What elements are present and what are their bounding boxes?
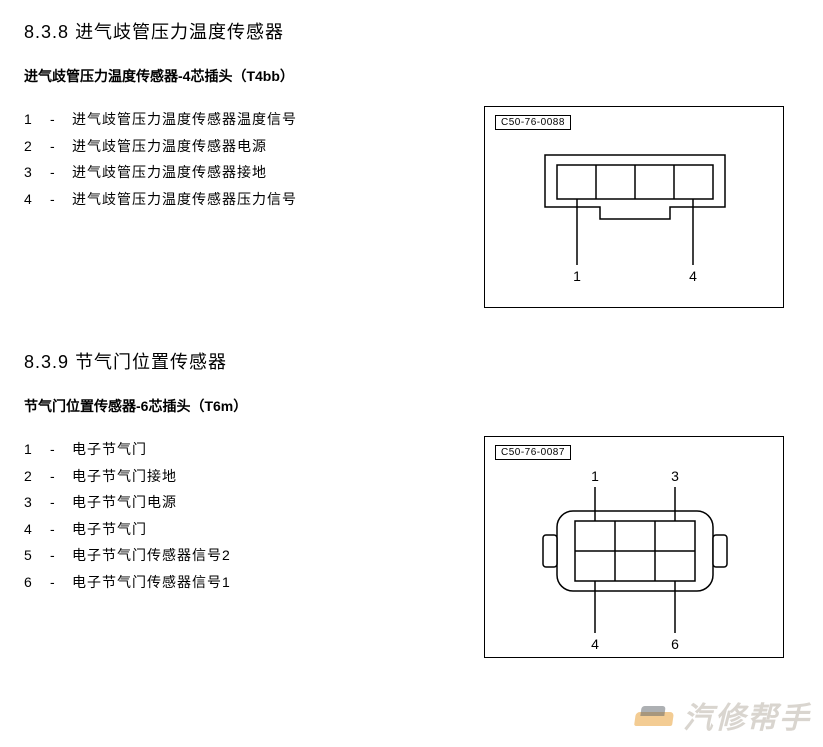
watermark: 汽修帮手 [633, 693, 811, 737]
pin-label: 进气歧管压力温度传感器温度信号 [72, 106, 454, 133]
pin-list: 1-电子节气门 2-电子节气门接地 3-电子节气门电源 4-电子节气门 5-电子… [24, 436, 454, 596]
pin-label: 电子节气门接地 [72, 463, 454, 490]
list-item: 4-电子节气门 [24, 516, 454, 543]
list-item: 4-进气歧管压力温度传感器压力信号 [24, 186, 454, 213]
list-item: 5-电子节气门传感器信号2 [24, 542, 454, 569]
section-heading: 8.3.9 节气门位置传感器 [24, 348, 799, 374]
list-item: 1-进气歧管压力温度传感器温度信号 [24, 106, 454, 133]
list-item: 6-电子节气门传感器信号1 [24, 569, 454, 596]
diagram-pin-label: 6 [671, 636, 679, 652]
pin-number: 3 [24, 159, 50, 186]
dash: - [50, 186, 72, 213]
diagram-pin-label: 3 [671, 468, 679, 484]
pin-label: 进气歧管压力温度传感器接地 [72, 159, 454, 186]
list-item: 2-电子节气门接地 [24, 463, 454, 490]
dash: - [50, 106, 72, 133]
section-839: 8.3.9 节气门位置传感器 节气门位置传感器-6芯插头（T6m） 1-电子节气… [24, 348, 799, 658]
pin-number: 5 [24, 542, 50, 569]
diagram-pin-label: 1 [573, 268, 581, 284]
section-number: 8.3.9 [24, 352, 69, 372]
sub-heading: 进气歧管压力温度传感器-4芯插头（T4bb） [24, 66, 799, 86]
dash: - [50, 463, 72, 490]
dash: - [50, 436, 72, 463]
pin-number: 4 [24, 186, 50, 213]
list-item: 3-电子节气门电源 [24, 489, 454, 516]
pin-label: 进气歧管压力温度传感器压力信号 [72, 186, 454, 213]
sub-heading-prefix: 进气歧管压力温度传感器 [24, 68, 178, 84]
dash: - [50, 489, 72, 516]
pin-label: 进气歧管压力温度传感器电源 [72, 133, 454, 160]
dash: - [50, 516, 72, 543]
pin-list: 1-进气歧管压力温度传感器温度信号 2-进气歧管压力温度传感器电源 3-进气歧管… [24, 106, 454, 212]
pin-label: 电子节气门 [72, 516, 454, 543]
diagram-pin-label: 4 [689, 268, 697, 284]
sub-heading-suffix: -6芯插头（T6m） [136, 398, 247, 414]
content-row: 1-进气歧管压力温度传感器温度信号 2-进气歧管压力温度传感器电源 3-进气歧管… [24, 106, 799, 308]
section-heading: 8.3.8 进气歧管压力温度传感器 [24, 18, 799, 44]
dash: - [50, 542, 72, 569]
car-icon [633, 702, 677, 728]
pin-label: 电子节气门 [72, 436, 454, 463]
sub-heading-suffix: -4芯插头（T4bb） [178, 68, 294, 84]
pin-label: 电子节气门电源 [72, 489, 454, 516]
pin-label: 电子节气门传感器信号2 [72, 542, 454, 569]
dash: - [50, 569, 72, 596]
diagram-pin-label: 1 [591, 468, 599, 484]
dash: - [50, 133, 72, 160]
diagram-pin-label: 4 [591, 636, 599, 652]
pin-number: 1 [24, 436, 50, 463]
pin-number: 4 [24, 516, 50, 543]
section-title: 节气门位置传感器 [75, 352, 227, 372]
pin-number: 1 [24, 106, 50, 133]
sub-heading-prefix: 节气门位置传感器 [24, 398, 136, 414]
pin-number: 2 [24, 463, 50, 490]
connector-diagram: C50-76-0088 1 4 [484, 106, 784, 308]
connector-svg: 1 3 4 6 [485, 437, 785, 659]
connector-svg: 1 4 [485, 107, 785, 309]
watermark-text: 汽修帮手 [683, 693, 811, 737]
section-title: 进气歧管压力温度传感器 [75, 22, 284, 42]
dash: - [50, 159, 72, 186]
list-item: 3-进气歧管压力温度传感器接地 [24, 159, 454, 186]
section-number: 8.3.8 [24, 22, 69, 42]
pin-number: 6 [24, 569, 50, 596]
list-item: 1-电子节气门 [24, 436, 454, 463]
pin-label: 电子节气门传感器信号1 [72, 569, 454, 596]
section-838: 8.3.8 进气歧管压力温度传感器 进气歧管压力温度传感器-4芯插头（T4bb）… [24, 18, 799, 308]
pin-number: 2 [24, 133, 50, 160]
pin-number: 3 [24, 489, 50, 516]
diagram-id: C50-76-0087 [495, 445, 571, 460]
content-row: 1-电子节气门 2-电子节气门接地 3-电子节气门电源 4-电子节气门 5-电子… [24, 436, 799, 658]
list-item: 2-进气歧管压力温度传感器电源 [24, 133, 454, 160]
sub-heading: 节气门位置传感器-6芯插头（T6m） [24, 396, 799, 416]
connector-diagram: C50-76-0087 [484, 436, 784, 658]
diagram-id: C50-76-0088 [495, 115, 571, 130]
